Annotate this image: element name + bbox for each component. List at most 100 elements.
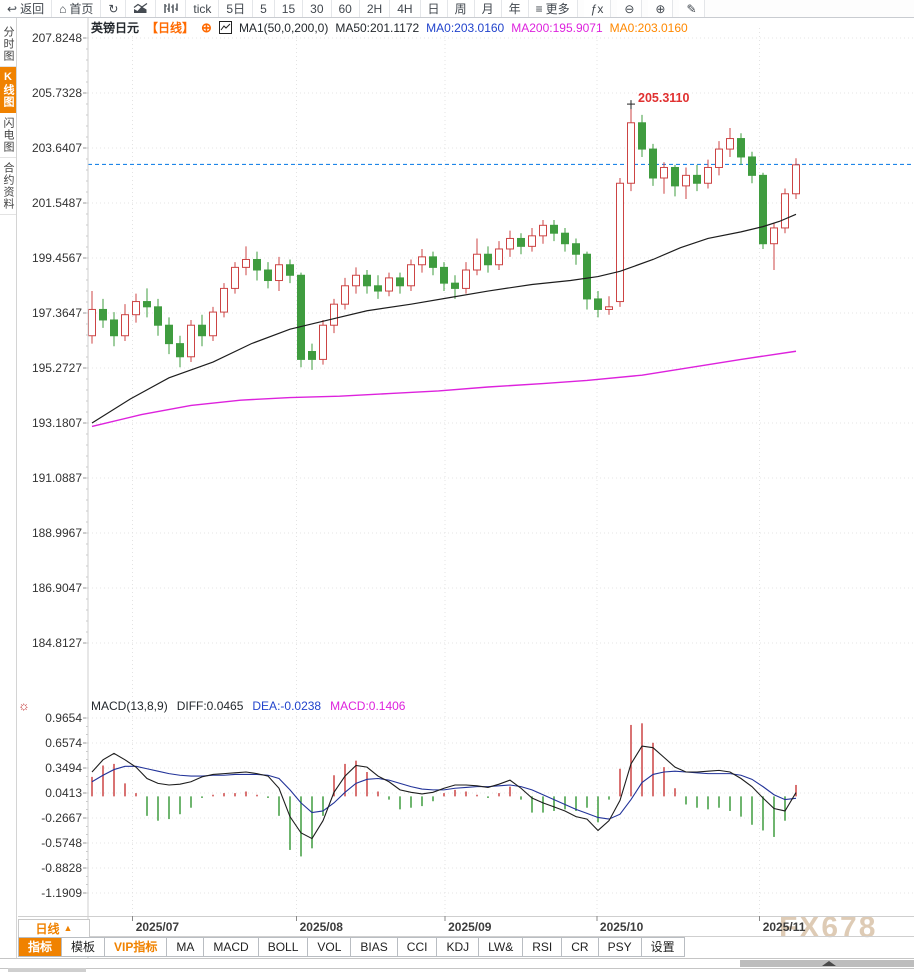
toolbar-button-label: 60 bbox=[338, 1, 352, 16]
toolbar-h2-button[interactable]: 2H bbox=[359, 0, 391, 17]
panel-borders bbox=[18, 17, 914, 958]
toolbar-button-label: 5日 bbox=[226, 2, 246, 16]
sidebar-tab-闪电图[interactable]: 闪电图 bbox=[0, 113, 16, 158]
toolbar-5d-button[interactable]: 5日 bbox=[219, 0, 254, 17]
draw-icon: ✎ bbox=[686, 1, 697, 16]
toolbar-m5-button[interactable]: 5 bbox=[253, 0, 275, 17]
ma50-value: MA50:201.1172 bbox=[335, 20, 420, 35]
svg-text:186.9047: 186.9047 bbox=[32, 581, 82, 595]
toolbar-button-label: 5 bbox=[260, 1, 267, 16]
back-icon: ↩ bbox=[7, 1, 18, 16]
toolbar-button-label: 年 bbox=[508, 2, 521, 16]
expand-icon[interactable]: ⊕ bbox=[201, 19, 212, 35]
toolbar-back-button[interactable]: ↩ 返回 bbox=[0, 0, 53, 17]
indicator-tab-CCI[interactable]: CCI bbox=[397, 938, 438, 956]
zoom-in-icon: ⊕ bbox=[655, 1, 666, 16]
symbol-label: 英镑日元 bbox=[91, 21, 140, 35]
indicator-tab-MA[interactable]: MA bbox=[167, 938, 205, 956]
svg-text:0.6574: 0.6574 bbox=[45, 736, 82, 750]
indicator-tab-设置[interactable]: 设置 bbox=[641, 938, 685, 956]
svg-text:0.3494: 0.3494 bbox=[45, 761, 82, 775]
period-label: 【日线】 bbox=[146, 21, 195, 35]
toolbar-h4-button[interactable]: 4H bbox=[390, 0, 421, 17]
sidebar-tab-合约资料[interactable]: 合约资料 bbox=[0, 158, 16, 215]
period-selector[interactable]: 日线 ▲ bbox=[18, 919, 90, 938]
toolbar-candlestick-button[interactable] bbox=[156, 0, 187, 17]
macd-settings-icon[interactable]: ☼ bbox=[18, 698, 30, 713]
toolbar-zoom-in-button[interactable]: ⊕ bbox=[648, 0, 674, 17]
toolbar-button-label: 15 bbox=[281, 1, 296, 16]
toolbar-more-button[interactable]: ≡ 更多 bbox=[528, 0, 578, 17]
indicator-tab-LW&[interactable]: LW& bbox=[479, 938, 524, 956]
toolbar-tick-button[interactable]: tick bbox=[186, 0, 220, 17]
indicator-tab-VOL[interactable]: VOL bbox=[308, 938, 352, 956]
toolbar-m60-button[interactable]: 60 bbox=[331, 0, 360, 17]
ma-lines bbox=[91, 213, 797, 428]
indicator-tab-KDJ[interactable]: KDJ bbox=[437, 938, 480, 956]
gridlines bbox=[83, 28, 914, 916]
indicator-tab-BOLL[interactable]: BOLL bbox=[258, 938, 309, 956]
candlestick-icon bbox=[163, 3, 179, 14]
svg-text:193.1807: 193.1807 bbox=[32, 416, 82, 430]
toolbar-m15-button[interactable]: 15 bbox=[274, 0, 304, 17]
diff-value: DIFF:0.0465 bbox=[176, 699, 244, 713]
dea-value: DEA:-0.0238 bbox=[252, 699, 322, 713]
toolbar-button-label: 30 bbox=[310, 1, 324, 16]
toolbar-button-label: 更多 bbox=[545, 2, 570, 16]
toolbar-day-button[interactable]: 日 bbox=[420, 0, 448, 17]
toolbar-month-button[interactable]: 月 bbox=[474, 0, 502, 17]
toolbar-draw-button[interactable]: ✎ bbox=[679, 0, 705, 17]
svg-text:199.4567: 199.4567 bbox=[32, 251, 82, 265]
indicator-tab-RSI[interactable]: RSI bbox=[523, 938, 563, 956]
top-toolbar: ↩ 返回 ⌂ 首页 ↻ tick 5日 5 15 30 60 2H 4H 日周月年 ≡ 更多 ƒx ⊖ ⊕ ✎ bbox=[0, 0, 914, 18]
svg-text:-0.5748: -0.5748 bbox=[41, 836, 82, 850]
sidebar-tab-分时图[interactable]: 分时图 bbox=[0, 22, 16, 67]
toolbar-zoom-out-button[interactable]: ⊖ bbox=[617, 0, 643, 17]
toolbar-area-chart-button[interactable] bbox=[126, 0, 157, 17]
svg-text:188.9967: 188.9967 bbox=[32, 526, 82, 540]
indicator-tab-指标[interactable]: 指标 bbox=[19, 938, 63, 956]
svg-text:2025/10: 2025/10 bbox=[600, 920, 644, 934]
toolbar-button-label: tick bbox=[193, 1, 212, 16]
macd-histogram bbox=[91, 723, 797, 857]
toolbar-week-button[interactable]: 周 bbox=[447, 0, 475, 17]
chart-type-sidebar: 分时图 K线图 闪电图 合约资料 bbox=[0, 17, 17, 958]
toolbar-year-button[interactable]: 年 bbox=[501, 0, 529, 17]
toolbar-button-label: 月 bbox=[481, 2, 494, 16]
triangle-up-icon: ▲ bbox=[63, 923, 73, 933]
period-selector-label: 日线 bbox=[35, 922, 60, 936]
svg-text:-1.1909: -1.1909 bbox=[41, 886, 82, 900]
indicator-tab-MACD[interactable]: MACD bbox=[204, 938, 259, 956]
clipped-bottom-row bbox=[8, 968, 86, 972]
toolbar-fx-button[interactable]: ƒx bbox=[583, 0, 612, 17]
indicator-tab-CR[interactable]: CR bbox=[562, 938, 599, 956]
horizontal-scrollbar[interactable] bbox=[0, 958, 914, 969]
scrollbar-arrow-icon bbox=[822, 961, 836, 966]
toolbar-button-label: 4H bbox=[397, 1, 413, 16]
toolbar-button-label: 日 bbox=[427, 2, 440, 16]
svg-text:191.0887: 191.0887 bbox=[32, 471, 82, 485]
toolbar-button-label: 周 bbox=[454, 2, 467, 16]
more-icon: ≡ bbox=[535, 1, 543, 16]
indicator-tab-VIP指标[interactable]: VIP指标 bbox=[105, 938, 168, 956]
toolbar-m30-button[interactable]: 30 bbox=[303, 0, 332, 17]
toolbar-button-label: 2H bbox=[366, 1, 383, 16]
toolbar-refresh-button[interactable]: ↻ bbox=[101, 0, 127, 17]
sidebar-tab-K线图[interactable]: K线图 bbox=[0, 67, 16, 113]
toolbar-home-button[interactable]: ⌂ 首页 bbox=[52, 0, 102, 17]
scrollbar-thumb[interactable] bbox=[740, 960, 914, 967]
svg-text:201.5487: 201.5487 bbox=[32, 196, 82, 210]
svg-text:203.6407: 203.6407 bbox=[32, 141, 82, 155]
candles bbox=[88, 104, 800, 370]
indicator-tab-PSY[interactable]: PSY bbox=[598, 938, 642, 956]
svg-text:2025/09: 2025/09 bbox=[448, 920, 492, 934]
indicator-tab-模板[interactable]: 模板 bbox=[62, 938, 106, 956]
indicator-tab-BIAS[interactable]: BIAS bbox=[351, 938, 398, 956]
toolbar-button-label: 首页 bbox=[69, 2, 94, 16]
area-chart-icon bbox=[133, 3, 148, 14]
svg-text:195.2727: 195.2727 bbox=[32, 361, 82, 375]
ma0-blue-value: MA0:203.0160 bbox=[426, 20, 505, 35]
svg-text:205.3110: 205.3110 bbox=[638, 91, 689, 105]
fx-icon: ƒx bbox=[590, 1, 604, 16]
